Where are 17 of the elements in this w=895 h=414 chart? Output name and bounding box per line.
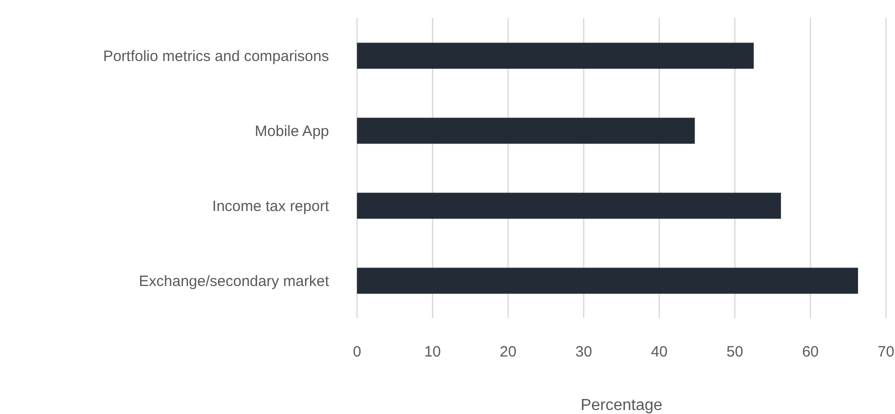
y-tick-label: Portfolio metrics and comparisons	[103, 48, 329, 65]
x-tick-label: 0	[352, 344, 362, 361]
x-tick-label: 70	[878, 344, 894, 361]
bar	[357, 268, 858, 294]
y-tick-label: Income tax report	[212, 198, 330, 215]
x-tick-label: 30	[575, 344, 592, 361]
bar	[357, 42, 754, 69]
x-tick-label: 40	[650, 344, 668, 361]
x-axis-title: Percentage	[580, 397, 663, 414]
x-tick-label: 50	[726, 344, 744, 361]
y-tick-label: Mobile App	[254, 122, 329, 140]
y-tick-label: Exchange/secondary market	[138, 272, 330, 290]
x-tick-label: 20	[500, 344, 516, 361]
x-tick-label: 10	[424, 344, 441, 361]
bar	[357, 118, 695, 144]
x-tick-label: 60	[802, 344, 819, 361]
bar	[357, 192, 781, 219]
